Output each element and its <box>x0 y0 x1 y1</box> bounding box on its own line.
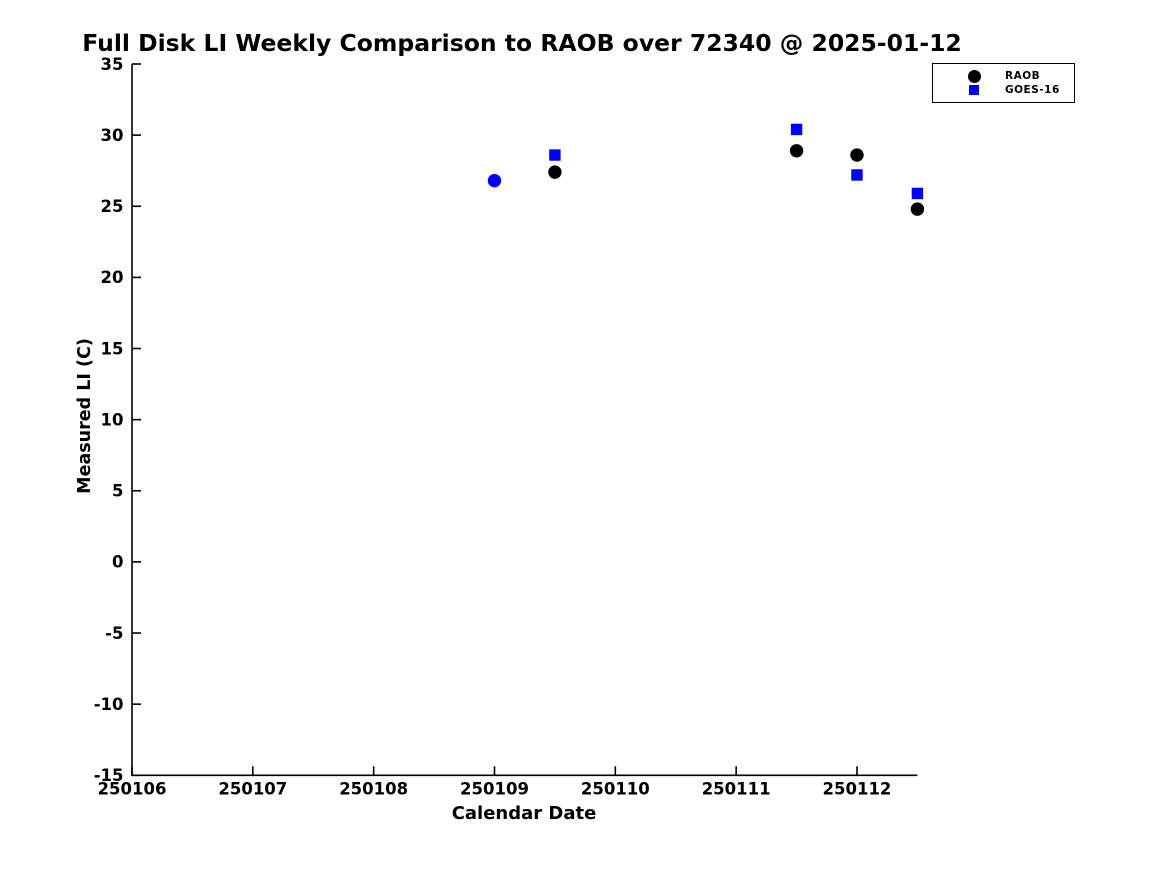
x-tick-label: 250112 <box>823 779 892 798</box>
data-point-goes-16-3 <box>851 169 863 181</box>
y-tick-label: 10 <box>101 410 124 429</box>
y-tick-label: 25 <box>101 197 124 216</box>
y-tick-label: 5 <box>112 482 123 501</box>
legend: RAOB GOES-16 <box>932 63 1075 103</box>
legend-entry-raob: RAOB <box>933 69 1074 83</box>
y-tick-label: 30 <box>101 126 124 145</box>
legend-entry-goes-16: GOES-16 <box>933 83 1074 97</box>
data-point-raob-2 <box>850 148 864 162</box>
goes-16-marker-icon <box>967 83 981 97</box>
data-point-goes-16-1 <box>549 149 561 161</box>
legend-label-goes-16: GOES-16 <box>1005 84 1060 96</box>
x-axis-label: Calendar Date <box>451 803 597 824</box>
x-tick-label: 250107 <box>218 779 287 798</box>
y-tick-label: 20 <box>101 268 124 287</box>
data-point-raob-0 <box>548 165 562 179</box>
raob-marker-icon <box>967 69 981 83</box>
x-tick-label: 250111 <box>702 779 771 798</box>
data-point-goes-16-0 <box>487 173 502 188</box>
y-tick-label: 35 <box>101 55 124 74</box>
x-tick-label: 250106 <box>98 779 167 798</box>
data-point-raob-1 <box>789 144 804 158</box>
x-tick-label: 250108 <box>339 779 408 798</box>
y-axis-label: Measured LI (C) <box>75 338 95 494</box>
data-point-goes-16-4 <box>911 187 924 200</box>
y-tick-label: -15 <box>94 766 124 785</box>
x-tick-label: 250110 <box>581 779 650 798</box>
y-tick-label: 15 <box>101 339 124 358</box>
data-point-raob-3 <box>910 202 925 216</box>
y-tick-label: -10 <box>94 695 124 714</box>
data-point-goes-16-2 <box>790 123 803 136</box>
y-tick-label: 0 <box>112 553 123 572</box>
legend-label-raob: RAOB <box>1005 70 1041 82</box>
chart-title: Full Disk LI Weekly Comparison to RAOB o… <box>82 29 962 57</box>
x-tick-label: 250109 <box>460 779 529 798</box>
y-tick-label: -5 <box>105 624 123 643</box>
